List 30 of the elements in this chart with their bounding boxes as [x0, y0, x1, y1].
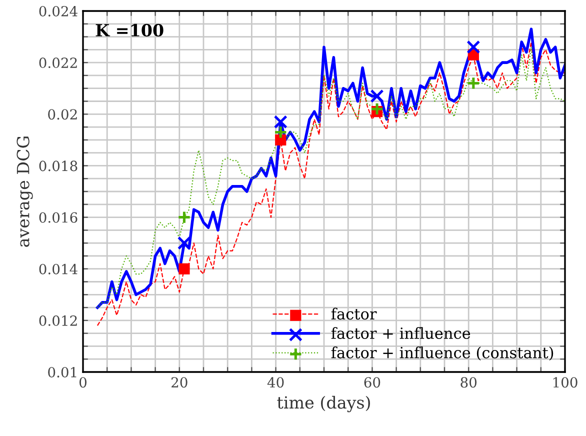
legend-label: factor + influence	[331, 327, 470, 339]
y-tick-label: 0.01	[48, 366, 76, 378]
y-tick-label: 0.012	[39, 315, 77, 326]
y-tick-label: 0.014	[39, 264, 78, 274]
y-axis-title: average DCG	[16, 136, 33, 247]
point	[178, 263, 190, 274]
point	[370, 89, 384, 103]
x-tick-label: 0	[79, 377, 86, 388]
annotation: K =100	[96, 24, 164, 37]
x-tick-label: 40	[267, 377, 284, 388]
legend-label: factor	[331, 308, 377, 320]
y-tick-label: 0.024	[39, 6, 78, 16]
point	[466, 40, 480, 54]
y-tick-label: 0.022	[39, 58, 77, 68]
point	[274, 115, 288, 129]
y-tick-label: 0.018	[39, 160, 78, 172]
x-tick-label: 80	[460, 377, 477, 388]
x-tick-label: 100	[553, 377, 578, 388]
y-tick-label: 0.016	[39, 212, 78, 223]
point	[274, 125, 288, 139]
x-tick-label: 20	[172, 377, 188, 388]
x-axis-title: time (days)	[277, 396, 370, 412]
point	[177, 236, 192, 250]
point	[275, 134, 286, 146]
y-tick-label: 0.02	[48, 109, 77, 120]
point	[370, 102, 384, 116]
point	[466, 76, 480, 90]
x-tick-label: 60	[364, 377, 380, 388]
legend-label: factor + influence (constant)	[331, 346, 554, 361]
point	[177, 210, 192, 224]
